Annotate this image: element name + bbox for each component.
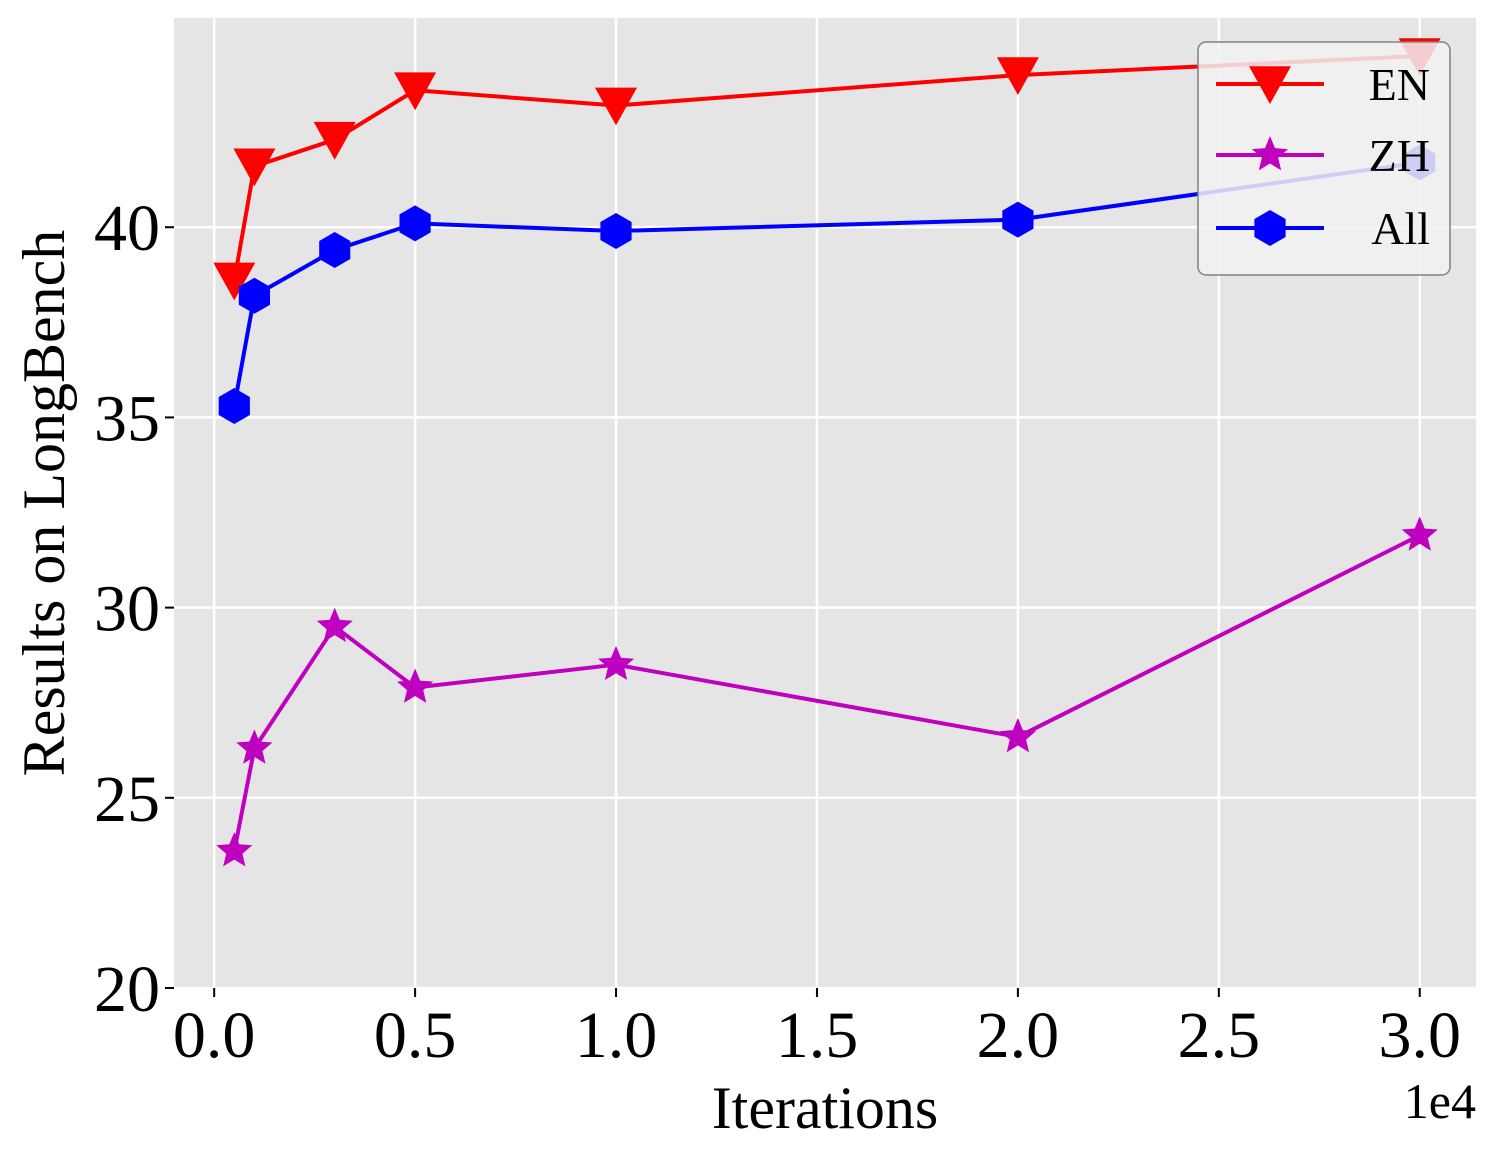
x-offset-label: 1e4 [1404, 1073, 1476, 1129]
data-point-all [238, 277, 270, 314]
x-tick-label: 0.5 [374, 999, 457, 1072]
legend-marker-en [1249, 66, 1291, 104]
y-axis-label: Results on LongBench [11, 230, 77, 777]
x-tick-label: 1.5 [776, 999, 859, 1072]
axis-ticks [165, 226, 1421, 997]
x-tick-label: 2.5 [1178, 999, 1261, 1072]
data-point-zh [316, 607, 353, 642]
data-point-en [595, 87, 637, 126]
legend-marker-all [1254, 210, 1286, 246]
data-point-zh [236, 729, 273, 764]
x-tick-label: 1.0 [575, 999, 658, 1072]
grid [174, 18, 1476, 990]
y-tick-label: 40 [94, 192, 160, 265]
data-point-en [394, 72, 437, 111]
y-tick-label: 30 [94, 573, 160, 646]
data-point-zh [216, 832, 253, 867]
legend-label-en: EN [1369, 59, 1430, 110]
data-point-zh [999, 717, 1036, 753]
x-tick-label: 2.0 [977, 999, 1060, 1072]
data-point-all [600, 213, 632, 249]
data-point-all [218, 388, 250, 424]
data-point-all [319, 232, 351, 268]
data-point-zh [598, 645, 635, 680]
x-tick-label: 0.0 [173, 999, 256, 1072]
legend-label-all: All [1371, 203, 1430, 254]
legend-label-zh: ZH [1369, 130, 1430, 181]
y-tick-label: 25 [94, 763, 160, 836]
y-tick-label: 35 [94, 382, 160, 455]
data-point-en [313, 121, 356, 160]
data-point-all [1002, 201, 1034, 238]
y-tick-label: 20 [94, 953, 160, 1026]
legend: EN ZH All [1197, 41, 1451, 276]
data-point-all [399, 205, 431, 242]
data-point-zh [1401, 516, 1438, 551]
data-point-zh [397, 668, 434, 703]
data-point-en [213, 262, 256, 301]
tick-labels: 0.0 0.5 1.0 1.5 2.0 2.5 3.0 20 25 30 35 40 [94, 192, 1461, 1072]
data-point-en [233, 148, 276, 187]
x-tick-label: 3.0 [1378, 999, 1461, 1072]
x-axis-label: Iterations [712, 1075, 939, 1141]
data-point-en [996, 57, 1039, 95]
legend-marker-zh [1251, 136, 1289, 171]
